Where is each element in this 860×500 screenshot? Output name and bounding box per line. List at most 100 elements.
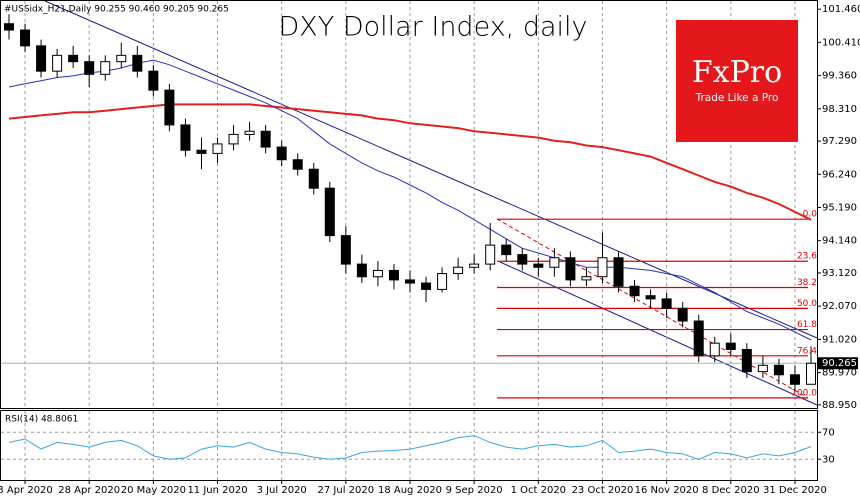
candle-body <box>84 61 95 75</box>
fib-label: 76.4 <box>797 346 817 356</box>
candle-body <box>709 342 720 357</box>
y-tick-label: 91.020 <box>822 334 857 345</box>
logo-slogan: Trade Like a Pro <box>695 92 779 104</box>
x-tick-label: 3 Jul 2020 <box>257 485 307 496</box>
candle-body <box>52 54 63 72</box>
candle-body <box>677 307 688 322</box>
fib-label: 50.0 <box>797 299 817 309</box>
candle-body <box>164 89 175 126</box>
x-tick-label: 9 Sep 2020 <box>446 485 503 496</box>
rsi-line <box>8 435 812 460</box>
fib-anchor <box>496 218 809 399</box>
candle-body <box>68 54 79 63</box>
candle-body <box>356 263 367 278</box>
candle-body <box>4 23 14 31</box>
fib-label: 23.6 <box>797 252 817 262</box>
y-tick-label: 99.360 <box>822 71 857 82</box>
fib-label: 61.8 <box>797 320 817 330</box>
candle-body <box>292 159 303 170</box>
candle-body <box>485 244 496 265</box>
candle-body <box>340 235 351 265</box>
candle-body <box>20 29 31 47</box>
fib-label: 0.0 <box>803 210 818 220</box>
candle-body <box>324 187 335 237</box>
x-tick-label: 31 Dec 2020 <box>763 485 827 496</box>
last-price-tag <box>818 357 858 370</box>
candle-body <box>180 124 191 151</box>
candle-body <box>469 263 480 268</box>
rsi-label: RSI(14) 48.8061 <box>5 415 78 425</box>
channel-lower <box>499 261 818 406</box>
candle-body <box>437 273 448 290</box>
y-tick-label: 98.310 <box>822 104 857 115</box>
candle-body <box>228 133 239 145</box>
candle-body <box>581 276 592 281</box>
x-tick-label: 16 Nov 2020 <box>635 485 699 496</box>
x-tick-label: 18 Aug 2020 <box>378 485 442 496</box>
fib-label: 100.0 <box>791 388 817 398</box>
y-tick-label: 100.410 <box>822 37 860 48</box>
candle-body <box>405 279 415 284</box>
chart-title: DXY Dollar Index, daily <box>278 12 587 43</box>
y-tick-label: 94.140 <box>822 236 857 247</box>
fib-label: 38.2 <box>797 278 817 288</box>
y-tick-label: 96.240 <box>822 169 857 180</box>
y-tick-label: 93.120 <box>822 268 857 279</box>
candle-body <box>132 54 143 72</box>
x-tick-label: 3 Apr 2020 <box>0 485 53 496</box>
x-tick-label: 28 Apr 2020 <box>58 485 120 496</box>
candle-body <box>773 364 784 376</box>
x-tick-label: 1 Oct 2020 <box>511 485 566 496</box>
candle-body <box>36 45 47 72</box>
candle-body <box>421 282 432 290</box>
candle-body <box>116 54 127 63</box>
candle-body <box>148 70 159 91</box>
rsi-panel <box>0 410 818 481</box>
chart-header: #USSidx_H21,Daily 90.255 90.460 90.205 9… <box>4 5 229 15</box>
rsi-tick-label: 30 <box>822 454 835 465</box>
x-tick-label: 20 May 2020 <box>121 485 186 496</box>
x-tick-label: 27 Jul 2020 <box>318 485 375 496</box>
candle-body <box>725 342 736 350</box>
candle-body <box>549 257 560 268</box>
candle-body <box>613 257 624 287</box>
candle-body <box>517 254 528 265</box>
x-tick-label: 23 Oct 2020 <box>572 485 634 496</box>
candle-body <box>645 295 656 300</box>
candle-body <box>565 257 576 281</box>
candle-body <box>741 348 752 373</box>
x-tick-label: 11 Jun 2020 <box>187 485 247 496</box>
candle-body <box>789 374 800 385</box>
candle-body <box>453 266 464 275</box>
candle-body <box>196 149 207 154</box>
candle-body <box>100 61 111 75</box>
candle-body <box>806 362 816 385</box>
logo-box <box>676 20 798 142</box>
candle-body <box>501 244 512 256</box>
candle-body <box>388 269 399 281</box>
last-price-label: 90.265 <box>822 358 857 369</box>
candle-body <box>629 285 640 297</box>
candle-body <box>661 298 672 309</box>
channel-upper <box>44 0 818 339</box>
rsi-tick-label: 70 <box>822 427 835 438</box>
candle-body <box>276 146 287 161</box>
moving-average <box>8 103 812 221</box>
candle-body <box>308 168 319 189</box>
x-tick-label: 8 Dec 2020 <box>702 485 760 496</box>
candle-body <box>260 130 271 148</box>
y-tick-label: 89.970 <box>822 368 857 379</box>
moving-average <box>8 59 812 341</box>
candle-body <box>693 320 704 357</box>
logo: FxPro Trade Like a Pro <box>676 20 798 142</box>
y-tick-label: 95.190 <box>822 202 857 213</box>
candle-body <box>757 364 768 373</box>
y-tick-label: 97.290 <box>822 136 857 147</box>
candle-body <box>597 257 608 278</box>
candle-body <box>533 263 544 268</box>
candle-body <box>372 269 383 278</box>
candle-body <box>244 130 255 135</box>
candle-body <box>212 143 223 154</box>
